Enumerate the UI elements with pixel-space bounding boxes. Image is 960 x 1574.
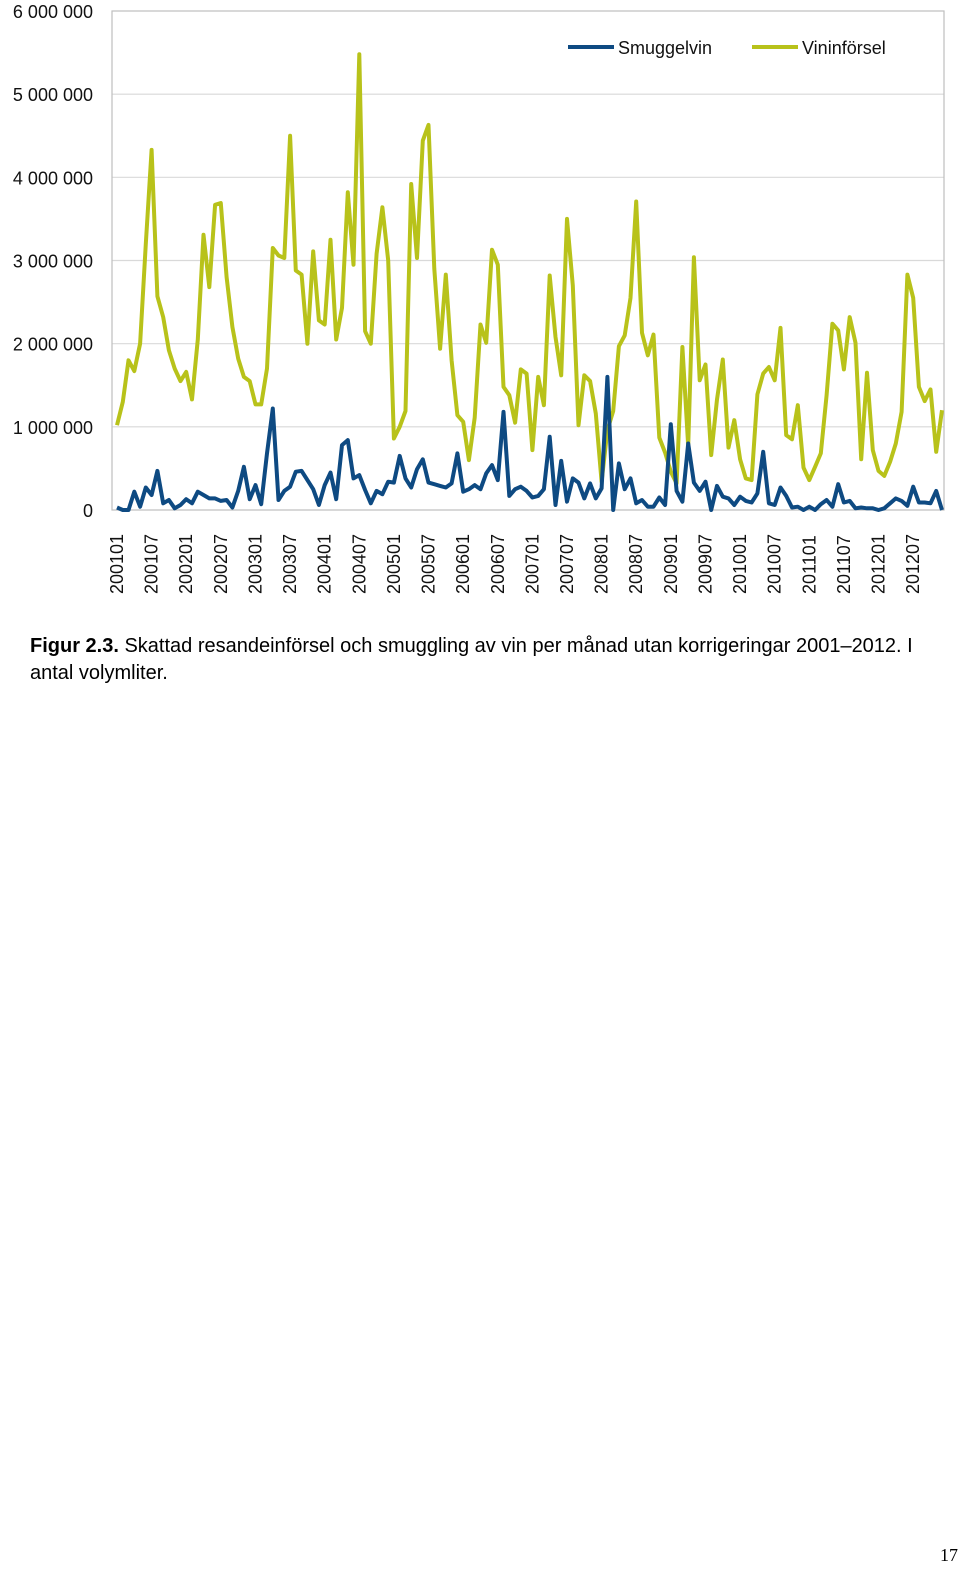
x-tick-label: 201101 <box>799 535 819 594</box>
x-tick-label: 201001 <box>730 534 750 594</box>
y-tick-label: 4 000 000 <box>13 168 93 188</box>
y-tick-label: 6 000 000 <box>13 2 93 22</box>
series-line-vininforsel <box>115 52 944 486</box>
x-tick-label: 200407 <box>349 534 369 594</box>
x-tick-label: 200107 <box>142 534 162 594</box>
figure-label: Figur 2.3. <box>30 635 119 657</box>
x-tick-label: 201107 <box>834 535 854 594</box>
x-tick-label: 200201 <box>176 534 196 594</box>
figure-caption-text: Skattad resandeinförsel och smuggling av… <box>30 635 913 684</box>
y-tick-label: 3 000 000 <box>13 252 93 272</box>
series-layer <box>115 52 944 512</box>
x-tick-label: 200101 <box>107 534 127 594</box>
x-axis-tick-labels: 200101 200107 200201 200207 200301 200307 2004… <box>107 534 923 594</box>
x-tick-label: 200901 <box>661 534 681 594</box>
plot-area-frame <box>111 10 945 511</box>
x-tick-label: 200801 <box>592 534 612 594</box>
y-tick-label: 1 000 000 <box>13 418 93 438</box>
series-line-smuggelvin <box>116 374 944 512</box>
x-tick-label: 200807 <box>626 534 646 594</box>
figure-caption: Figur 2.3. Skattad resandeinförsel och s… <box>30 633 940 687</box>
x-tick-label: 201207 <box>903 534 923 594</box>
legend: Smuggelvin Vininförsel <box>568 38 886 58</box>
x-tick-label: 200307 <box>280 534 300 594</box>
x-tick-label: 200207 <box>211 534 231 594</box>
x-tick-label: 200601 <box>453 534 473 594</box>
x-tick-label: 200507 <box>419 534 439 594</box>
x-tick-label: 200707 <box>557 534 577 594</box>
y-tick-label: 0 <box>83 501 93 521</box>
x-tick-label: 200501 <box>384 534 404 594</box>
x-tick-label: 200401 <box>315 534 335 594</box>
y-tick-label: 2 000 000 <box>13 335 93 355</box>
x-tick-label: 200607 <box>488 534 508 594</box>
x-tick-label: 200301 <box>245 534 265 594</box>
x-tick-label: 201201 <box>869 534 889 594</box>
line-chart: 0 1 000 000 2 000 000 3 000 000 4 000 000 5 0… <box>13 2 945 594</box>
x-tick-label: 200907 <box>695 534 715 594</box>
page-number: 17 <box>940 1545 958 1565</box>
legend-label-vininforsel: Vininförsel <box>802 38 886 58</box>
x-tick-label: 201007 <box>765 534 785 594</box>
x-tick-label: 200701 <box>522 534 542 594</box>
y-axis-tick-labels: 0 1 000 000 2 000 000 3 000 000 4 000 000 5 0… <box>13 2 93 521</box>
y-tick-label: 5 000 000 <box>13 85 93 105</box>
chart-gridlines <box>112 93 944 428</box>
legend-label-smuggelvin: Smuggelvin <box>618 38 712 58</box>
